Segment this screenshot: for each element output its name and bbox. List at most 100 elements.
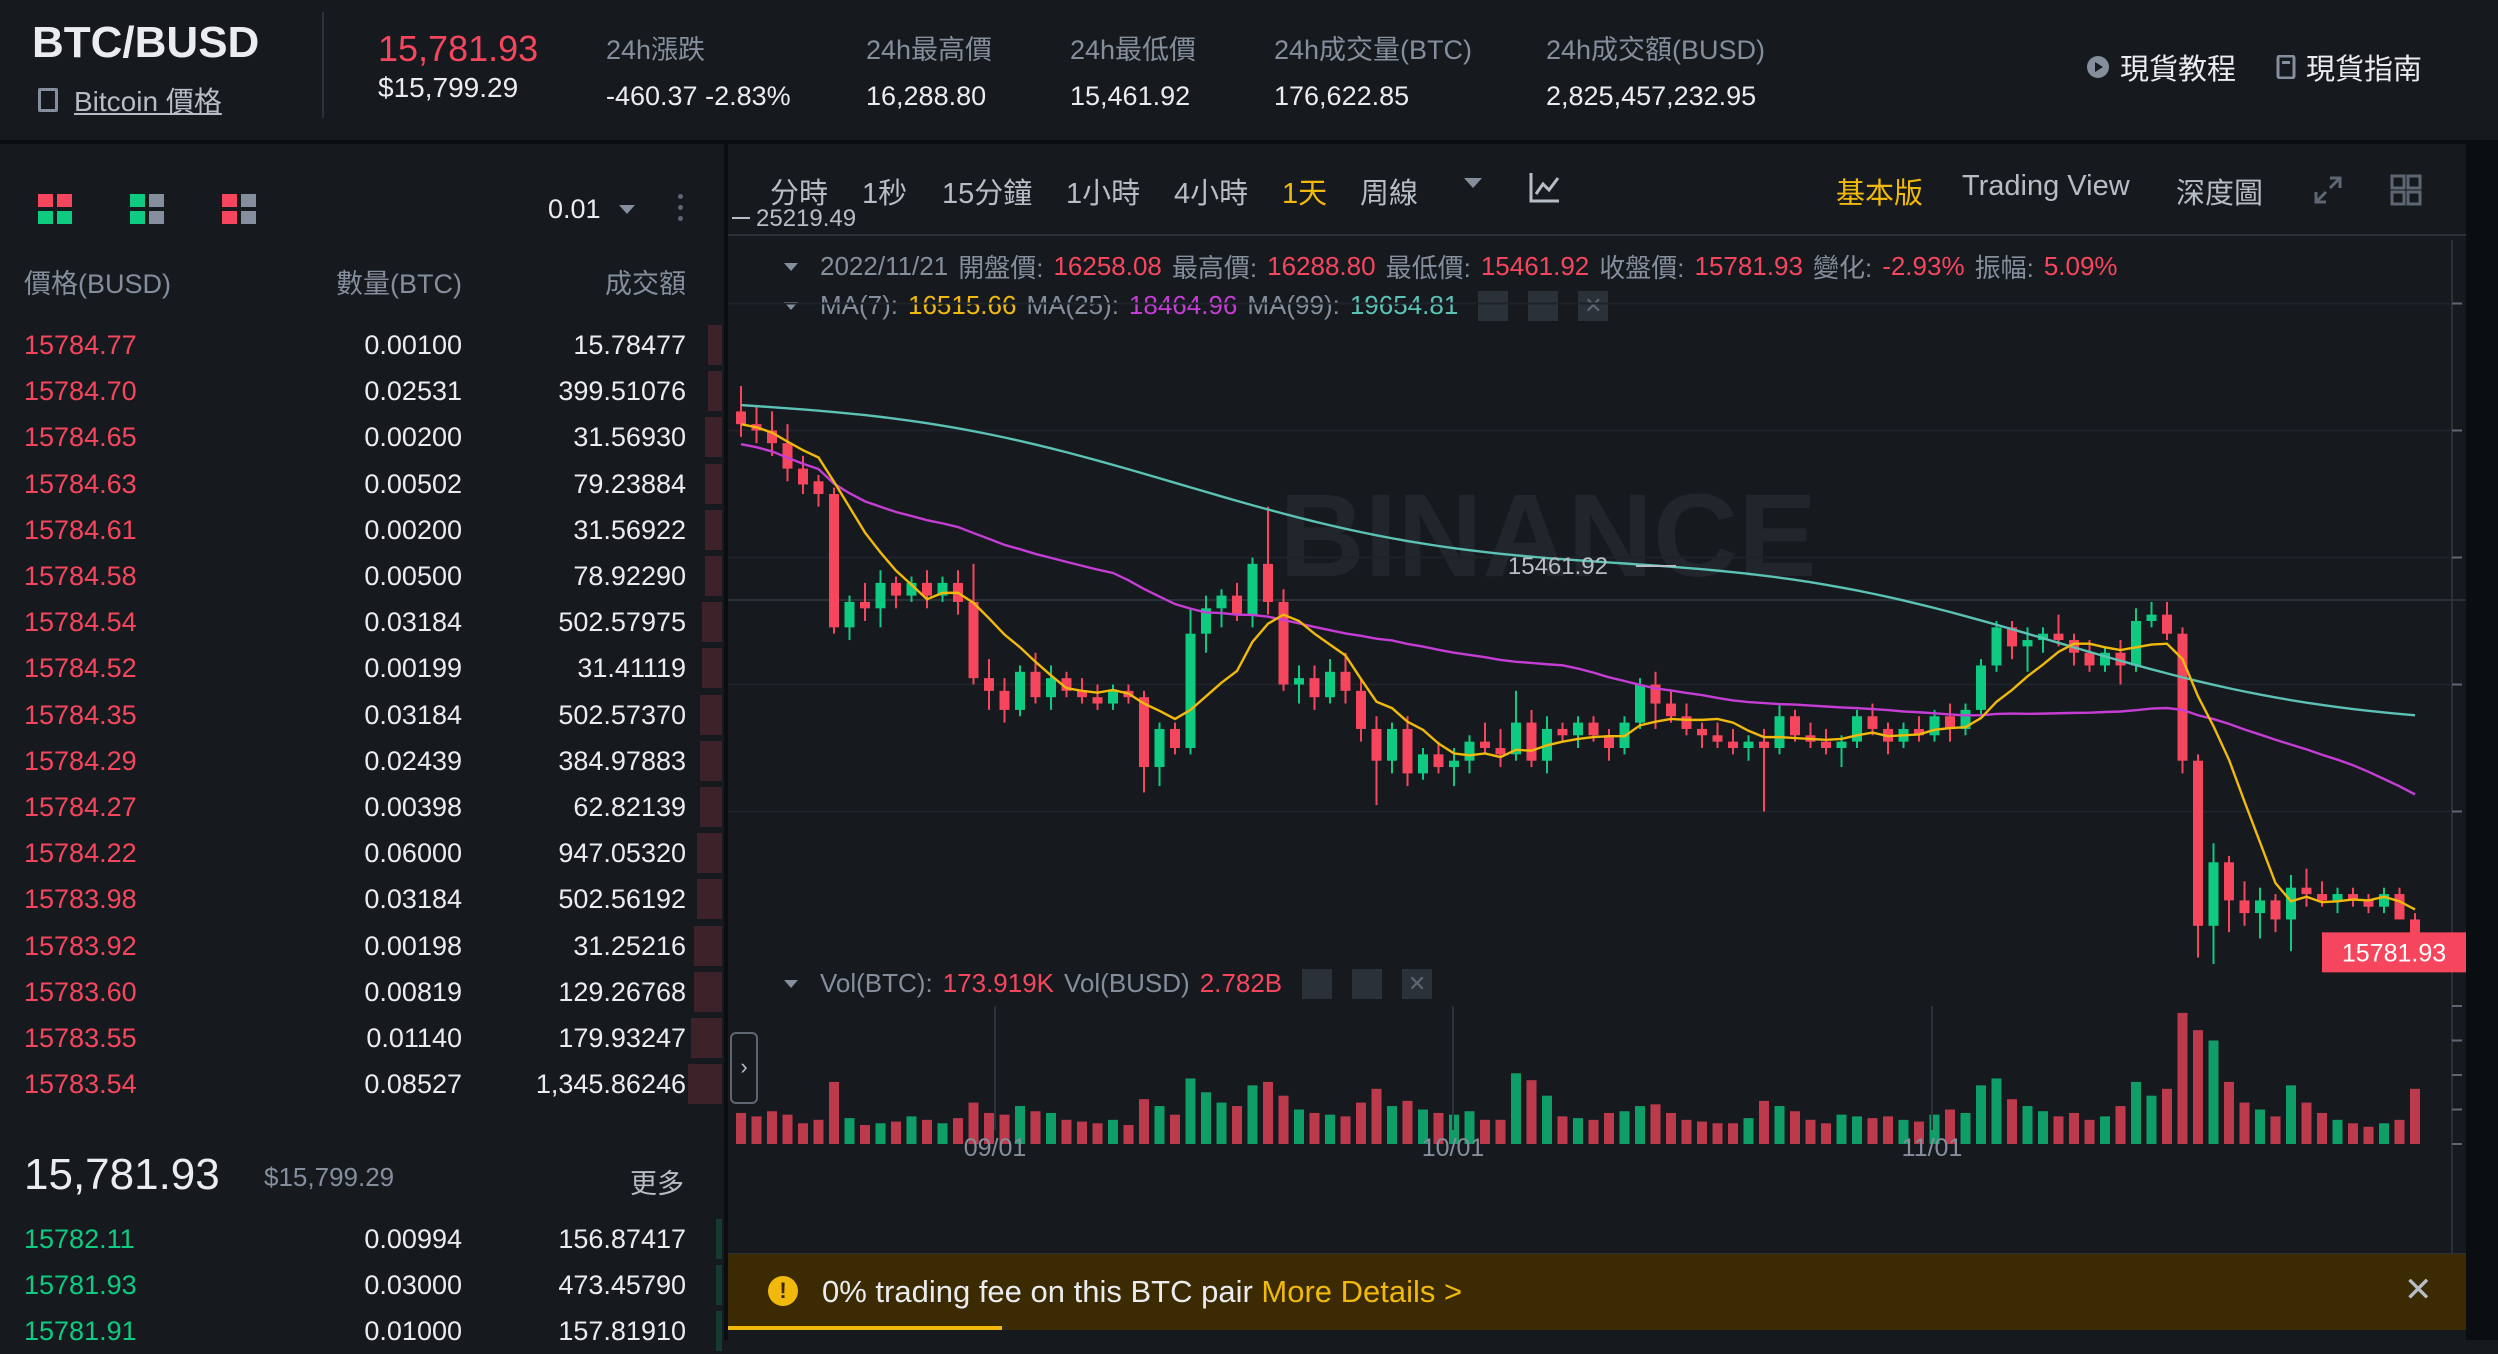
volume-bar xyxy=(767,1111,777,1144)
ask-price: 15784.61 xyxy=(24,514,137,545)
close-icon[interactable]: ✕ xyxy=(1578,290,1609,321)
more-options-icon[interactable] xyxy=(678,194,684,221)
volume-bar xyxy=(1278,1095,1289,1144)
x-tick-label: 09/01 xyxy=(964,1134,1027,1162)
candle-body xyxy=(875,582,886,609)
vol-value: 173.919K xyxy=(942,968,1055,998)
eye-icon[interactable] xyxy=(1478,290,1509,321)
ask-row[interactable]: 15784.22 0.06000 947.05320 xyxy=(0,830,722,876)
banner-link[interactable]: More Details > xyxy=(1261,1274,1463,1309)
candle-body xyxy=(2131,621,2141,666)
more-link[interactable]: 更多 xyxy=(630,1169,684,1199)
candle-body xyxy=(1015,671,1025,710)
ask-row[interactable]: 15784.52 0.00199 31.41119 xyxy=(0,645,722,691)
candle-body xyxy=(1077,690,1087,698)
spot-guide-link[interactable]: 現貨指南 xyxy=(2276,46,2422,88)
interval-tab[interactable]: 15分鐘 xyxy=(942,178,1033,210)
depth-bar xyxy=(705,463,722,504)
ask-row[interactable]: 15784.54 0.03184 502.57975 xyxy=(0,599,722,645)
gear-icon[interactable] xyxy=(1352,968,1383,999)
volume-bar xyxy=(1216,1102,1227,1144)
volume-bar xyxy=(1759,1100,1769,1144)
candle-body xyxy=(1139,697,1149,768)
indicator-icon[interactable] xyxy=(1528,170,1562,204)
ask-row[interactable]: 15783.98 0.03184 502.56192 xyxy=(0,876,722,922)
ma25-label: MA(25): xyxy=(1026,290,1119,320)
ask-price: 15783.54 xyxy=(24,1069,137,1100)
bid-row[interactable]: 15782.11 0.00994 156.87417 xyxy=(0,1216,722,1262)
ask-qty: 0.00500 xyxy=(364,561,462,591)
view-tab[interactable]: 基本版 xyxy=(1836,178,1924,210)
volume-bar xyxy=(1263,1081,1273,1144)
ask-row[interactable]: 15784.61 0.00200 31.56922 xyxy=(0,507,722,553)
ask-row[interactable]: 15784.77 0.00100 15.78477 xyxy=(0,322,722,368)
fullscreen-icon[interactable] xyxy=(2312,174,2344,206)
ask-price: 15784.27 xyxy=(24,792,137,822)
close-icon[interactable]: ✕ xyxy=(1402,968,1433,999)
interval-tab[interactable]: 1小時 xyxy=(1066,178,1141,210)
layout-bids-icon[interactable] xyxy=(130,194,164,224)
volume-bar xyxy=(1030,1111,1041,1144)
spot-guide-label: 現貨指南 xyxy=(2306,54,2423,86)
volume-bar xyxy=(1805,1119,1816,1144)
ask-row[interactable]: 15783.60 0.00819 129.26768 xyxy=(0,969,722,1015)
candle-body xyxy=(2286,887,2296,920)
gear-icon[interactable] xyxy=(1528,290,1559,321)
ma-collapse-icon[interactable] xyxy=(784,301,798,310)
candle-body xyxy=(2038,633,2048,641)
interval-tab[interactable]: 周線 xyxy=(1360,178,1419,210)
interval-tab[interactable]: 分時 xyxy=(770,178,829,210)
ask-qty: 0.00200 xyxy=(364,422,462,453)
price-chart[interactable]: BINANCE26000.0024000.0022000.0020000.001… xyxy=(728,144,2466,1254)
precision-select[interactable]: 0.01 xyxy=(548,194,635,225)
volume-bar xyxy=(2131,1081,2141,1144)
spot-tutorial-link[interactable]: 現貨教程 xyxy=(2086,46,2236,88)
grid-layout-icon[interactable] xyxy=(2390,174,2422,206)
layout-asks-icon[interactable] xyxy=(222,194,256,224)
candle-body xyxy=(736,411,746,425)
ask-row[interactable]: 15784.27 0.00398 62.82139 xyxy=(0,784,722,830)
volume-bar xyxy=(736,1112,746,1144)
depth-bar xyxy=(708,325,722,365)
volume-bar xyxy=(2255,1109,2265,1144)
volume-bar xyxy=(1790,1111,1800,1144)
ask-row[interactable]: 15784.35 0.03184 502.57370 xyxy=(0,692,722,738)
ask-qty: 0.00398 xyxy=(364,792,462,822)
legend-collapse-icon[interactable] xyxy=(784,262,798,271)
ask-row[interactable]: 15784.29 0.02439 384.97883 xyxy=(0,738,722,784)
ask-row[interactable]: 15783.54 0.08527 1,345.86246 xyxy=(0,1061,722,1107)
depth-bar xyxy=(716,1311,722,1352)
view-tab[interactable]: 深度圖 xyxy=(2176,178,2264,210)
ask-row[interactable]: 15784.65 0.00200 31.56930 xyxy=(0,414,722,460)
ask-row[interactable]: 15784.58 0.00500 78.92290 xyxy=(0,553,722,599)
interval-tab[interactable]: 1秒 xyxy=(862,178,908,210)
legend-amp: 5.09% xyxy=(2043,251,2118,281)
interval-tab[interactable]: 4小時 xyxy=(1174,178,1249,210)
volume-bar xyxy=(1542,1095,1552,1144)
stat-value: 2,825,457,232.95 xyxy=(1546,81,1757,111)
bid-total: 157.81910 xyxy=(558,1316,686,1347)
bid-row[interactable]: 15781.93 0.03000 473.45790 xyxy=(0,1262,722,1308)
volume-bar xyxy=(2394,1119,2405,1144)
ask-row[interactable]: 15783.92 0.00198 31.25216 xyxy=(0,923,722,969)
ask-row[interactable]: 15783.55 0.01140 179.93247 xyxy=(0,1015,722,1061)
coin-info-link[interactable]: Bitcoin 價格 xyxy=(38,80,222,120)
banner-close-icon[interactable]: ✕ xyxy=(2404,1271,2433,1309)
interval-more-chevron-icon[interactable] xyxy=(1464,178,1482,188)
volume-bar xyxy=(2053,1116,2064,1144)
expand-sidebar-button[interactable]: › xyxy=(730,1032,758,1104)
depth-bar xyxy=(699,787,722,827)
ohlc-legend: 2022/11/21 開盤價: 16258.08 最高價: 16288.80 最低價… xyxy=(784,248,2118,285)
ask-row[interactable]: 15784.70 0.02531 399.51076 xyxy=(0,368,722,414)
volume-bar xyxy=(1650,1104,1661,1144)
ask-row[interactable]: 15784.63 0.00502 79.23884 xyxy=(0,461,722,507)
bid-row[interactable]: 15781.91 0.01000 157.81910 xyxy=(0,1308,722,1354)
vol-collapse-icon[interactable] xyxy=(784,979,798,988)
stat-24h-high: 24h最高價 16,288.80 xyxy=(866,28,992,112)
candle-body xyxy=(1728,741,1738,748)
layout-both-icon[interactable] xyxy=(38,194,72,224)
interval-tab[interactable]: 1天 xyxy=(1282,178,1328,210)
view-tab[interactable]: Trading View xyxy=(1962,170,2130,202)
volume-bar xyxy=(1371,1088,1382,1144)
eye-icon[interactable] xyxy=(1302,968,1333,999)
